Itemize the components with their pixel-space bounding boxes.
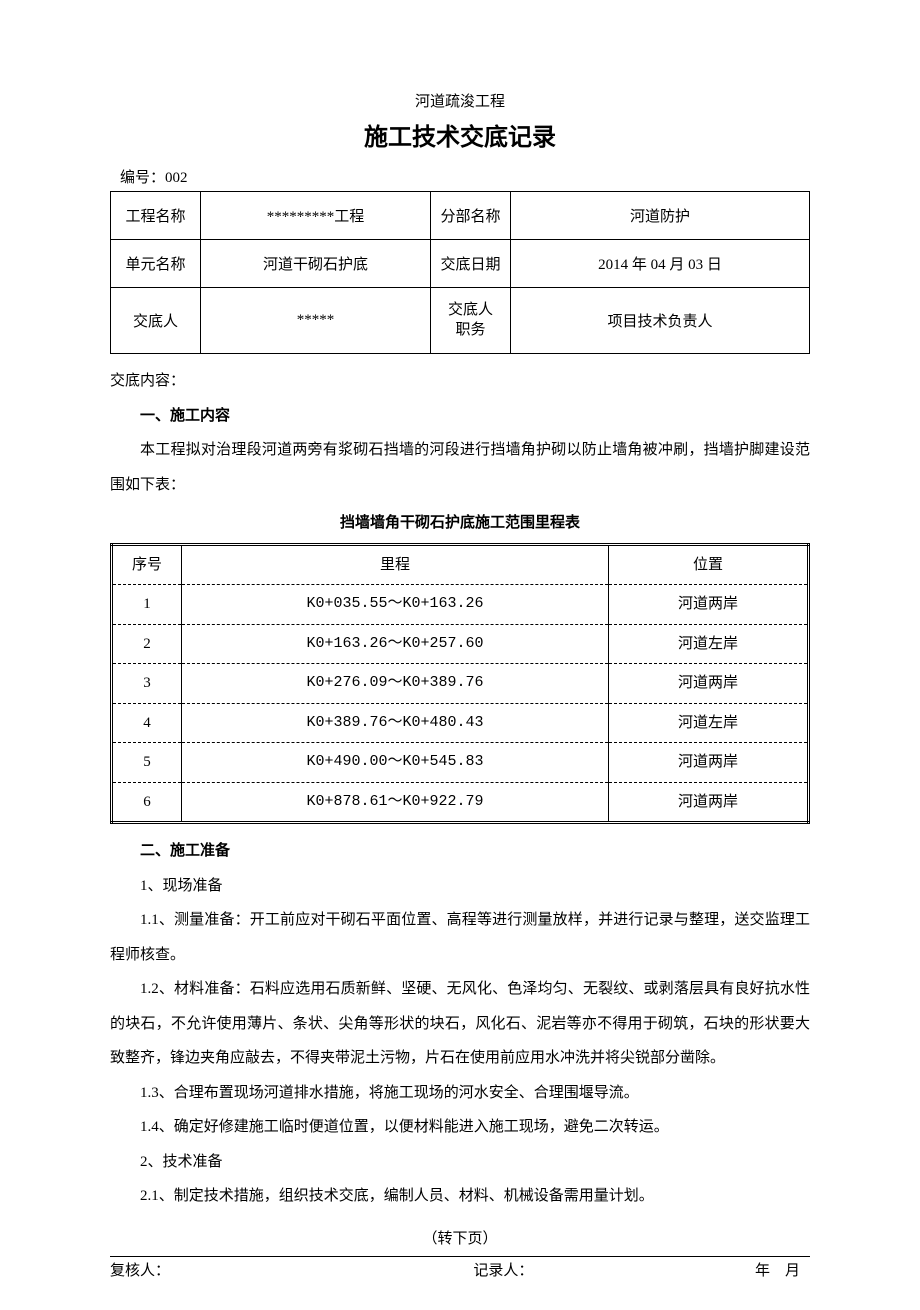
range-pos: 河道左岸 <box>609 703 809 743</box>
presenter-value: ***** <box>201 288 431 354</box>
range-pos: 河道两岸 <box>609 782 809 823</box>
content-area: 交底内容： 一、施工内容 本工程拟对治理段河道两旁有浆砌石挡墙的河段进行挡墙角护… <box>110 354 810 1256</box>
info-row: 交底人 ***** 交底人职务 项目技术负责人 <box>111 288 810 354</box>
range-row: 2 K0+163.26～K0+257.60 河道左岸 <box>112 624 809 664</box>
section-name-value: 河道防护 <box>511 192 810 240</box>
project-name-label: 工程名称 <box>111 192 201 240</box>
range-table-title: 挡墙墙角干砌石护底施工范围里程表 <box>110 506 810 541</box>
section-2-1-2: 1.2、材料准备：石料应选用石质新鲜、坚硬、无风化、色泽均匀、无裂纹、或剥落层具… <box>110 972 810 1076</box>
range-row: 6 K0+878.61～K0+922.79 河道两岸 <box>112 782 809 823</box>
unit-name-label: 单元名称 <box>111 240 201 288</box>
range-pos: 河道两岸 <box>609 664 809 704</box>
range-row: 4 K0+389.76～K0+480.43 河道左岸 <box>112 703 809 743</box>
footer: 复核人： 记录人： 年 月 <box>110 1256 810 1280</box>
section-2-2: 2、技术准备 <box>110 1145 810 1180</box>
unit-name-value: 河道干砌石护底 <box>201 240 431 288</box>
section-2-1: 1、现场准备 <box>110 869 810 904</box>
document-page: 河道疏浚工程 施工技术交底记录 编号：002 工程名称 *********工程 … <box>0 0 920 1310</box>
info-row: 工程名称 *********工程 分部名称 河道防护 <box>111 192 810 240</box>
range-row: 5 K0+490.00～K0+545.83 河道两岸 <box>112 743 809 783</box>
range-header-row: 序号 里程 位置 <box>112 544 809 585</box>
range-header-pos: 位置 <box>609 544 809 585</box>
section-name-label: 分部名称 <box>431 192 511 240</box>
range-row: 1 K0+035.55～K0+163.26 河道两岸 <box>112 585 809 625</box>
presenter-role-value: 项目技术负责人 <box>511 288 810 354</box>
section-2-1-3: 1.3、合理布置现场河道排水措施，将施工现场的河水安全、合理围堰导流。 <box>110 1076 810 1111</box>
header-subtitle: 河道疏浚工程 <box>110 90 810 111</box>
project-name-value: *********工程 <box>201 192 431 240</box>
range-seq: 1 <box>112 585 182 625</box>
range-seq: 4 <box>112 703 182 743</box>
range-header-mileage: 里程 <box>182 544 609 585</box>
range-header-seq: 序号 <box>112 544 182 585</box>
range-row: 3 K0+276.09～K0+389.76 河道两岸 <box>112 664 809 704</box>
range-pos: 河道两岸 <box>609 585 809 625</box>
doc-no-label: 编号： <box>120 170 165 186</box>
range-seq: 6 <box>112 782 182 823</box>
range-mileage: K0+490.00～K0+545.83 <box>182 743 609 783</box>
content-label: 交底内容： <box>110 364 810 399</box>
doc-no-value: 002 <box>165 170 188 186</box>
info-row: 单元名称 河道干砌石护底 交底日期 2014 年 04 月 03 日 <box>111 240 810 288</box>
range-seq: 2 <box>112 624 182 664</box>
range-seq: 3 <box>112 664 182 704</box>
info-table: 工程名称 *********工程 分部名称 河道防护 单元名称 河道干砌石护底 … <box>110 191 810 354</box>
range-mileage: K0+878.61～K0+922.79 <box>182 782 609 823</box>
presenter-role-label: 交底人职务 <box>431 288 511 354</box>
continue-note: （转下页） <box>110 1222 810 1257</box>
range-pos: 河道两岸 <box>609 743 809 783</box>
date-label: 交底日期 <box>431 240 511 288</box>
footer-reviewer: 复核人： <box>110 1259 273 1280</box>
range-mileage: K0+389.76～K0+480.43 <box>182 703 609 743</box>
section-2-1-4: 1.4、确定好修建施工临时便道位置，以便材料能进入施工现场，避免二次转运。 <box>110 1110 810 1145</box>
range-table: 序号 里程 位置 1 K0+035.55～K0+163.26 河道两岸 2 K0… <box>110 543 810 825</box>
range-mileage: K0+163.26～K0+257.60 <box>182 624 609 664</box>
section-2-1-1: 1.1、测量准备：开工前应对干砌石平面位置、高程等进行测量放样，并进行记录与整理… <box>110 903 810 972</box>
section-1-heading: 一、施工内容 <box>110 399 810 434</box>
range-pos: 河道左岸 <box>609 624 809 664</box>
date-value: 2014 年 04 月 03 日 <box>511 240 810 288</box>
footer-recorder: 记录人： <box>273 1259 636 1280</box>
document-number: 编号：002 <box>110 166 810 187</box>
header-title: 施工技术交底记录 <box>110 117 810 152</box>
footer-date: 年 月 <box>637 1259 810 1280</box>
range-mileage: K0+035.55～K0+163.26 <box>182 585 609 625</box>
presenter-label: 交底人 <box>111 288 201 354</box>
section-1-paragraph: 本工程拟对治理段河道两旁有浆砌石挡墙的河段进行挡墙角护砌以防止墙角被冲刷，挡墙护… <box>110 433 810 502</box>
section-2-heading: 二、施工准备 <box>110 834 810 869</box>
range-seq: 5 <box>112 743 182 783</box>
range-mileage: K0+276.09～K0+389.76 <box>182 664 609 704</box>
section-2-2-1: 2.1、制定技术措施，组织技术交底，编制人员、材料、机械设备需用量计划。 <box>110 1179 810 1214</box>
